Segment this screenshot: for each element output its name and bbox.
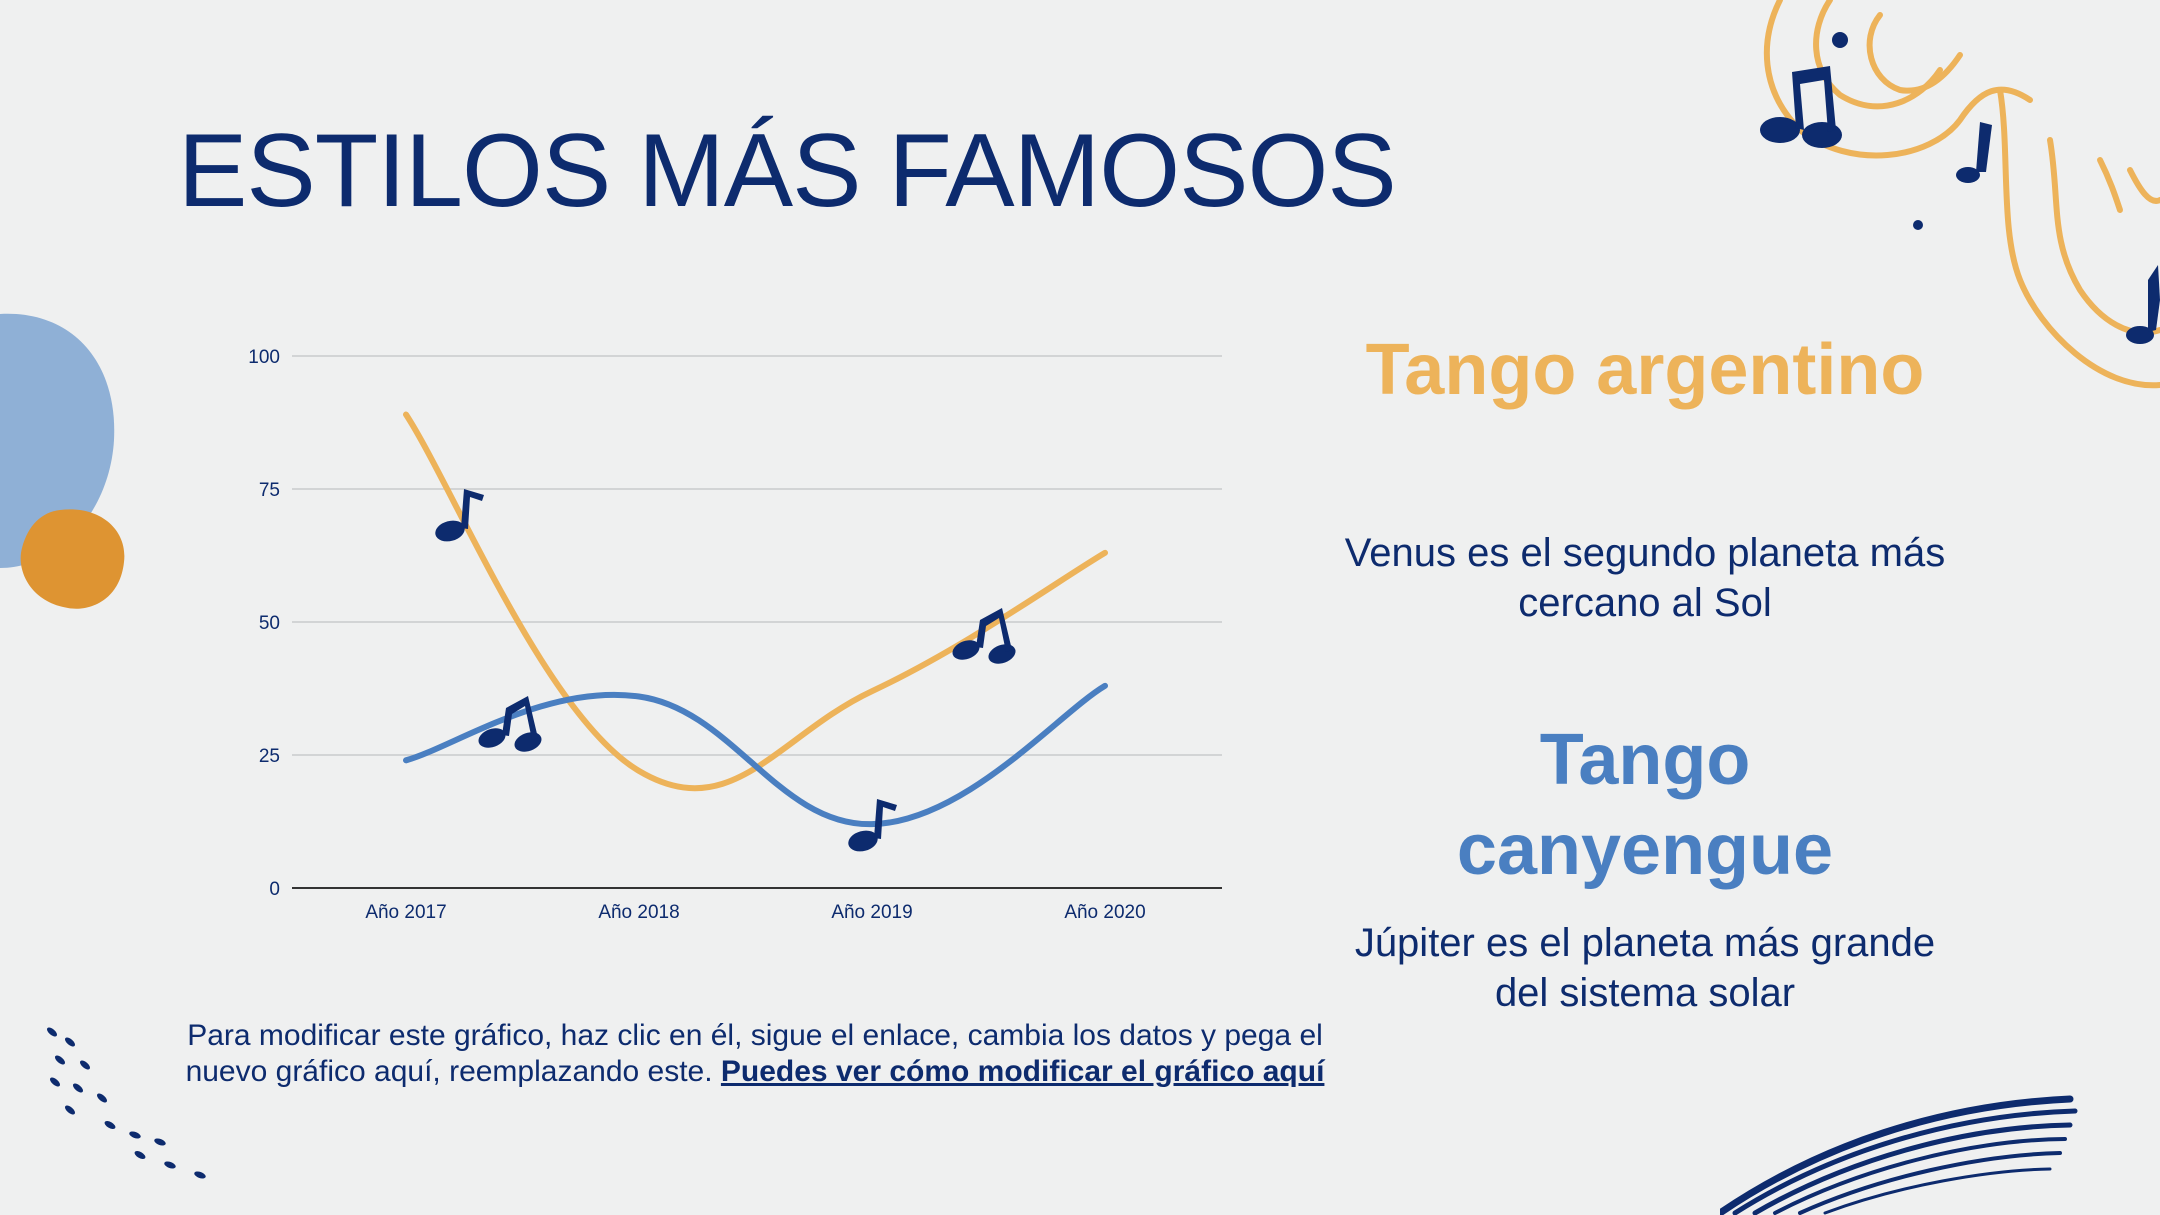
x-tick-label: Año 2018 — [598, 902, 679, 923]
style-title-2: Tango canyengue — [1456, 720, 1834, 890]
x-tick-label: Año 2017 — [365, 902, 446, 923]
slide-title: ESTILOS MÁS FAMOSOS — [178, 113, 1397, 229]
y-tick-label: 75 — [259, 480, 280, 501]
decorative-dots — [47, 1027, 206, 1179]
style-desc-2: Júpiter es el planeta más grande del sis… — [1354, 921, 1936, 1015]
music-note-icon — [848, 799, 897, 852]
style-desc-1: Venus es el segundo planeta más cercano … — [1344, 531, 1946, 625]
decorative-brush-strokes — [1720, 1095, 2078, 1215]
style-title-1: Tango argentino — [1365, 330, 1925, 410]
tick-labels: 0 25 50 75 100 Año 2017 Año 2018 Año 2019 Año 20… — [248, 347, 1145, 923]
y-tick-label: 25 — [259, 746, 280, 767]
y-tick-label: 50 — [259, 613, 280, 634]
chart-caption: Para modificar este gráfico, haz clic en… — [180, 1018, 1330, 1090]
grid-lines — [292, 355, 1222, 756]
caption-link[interactable]: Puedes ver cómo modificar el gráfico aqu… — [720, 1055, 1325, 1088]
caption-text: Para modificar este gráfico, haz clic en… — [185, 1019, 1323, 1088]
decorative-swirls — [1760, 0, 2160, 389]
series-line-2 — [403, 682, 1108, 828]
x-tick-label: Año 2019 — [831, 902, 912, 923]
music-notes — [435, 489, 1016, 852]
x-tick-label: Año 2020 — [1064, 902, 1145, 923]
y-tick-label: 100 — [248, 347, 280, 368]
series-line-1 — [403, 411, 1108, 792]
decorative-blobs — [0, 313, 125, 609]
double-note-icon — [478, 696, 542, 752]
music-note-icon — [435, 489, 484, 542]
y-tick-label: 0 — [269, 879, 280, 900]
double-note-icon — [952, 608, 1016, 664]
series-lines — [403, 411, 1108, 828]
